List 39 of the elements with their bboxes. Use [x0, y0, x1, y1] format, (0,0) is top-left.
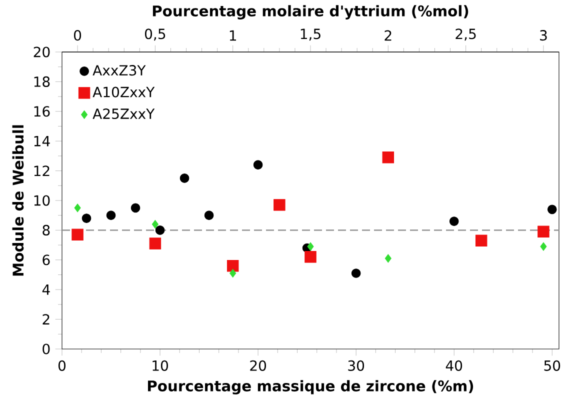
y-tick-label: 14 — [34, 136, 50, 146]
y-tick-label: 18 — [34, 76, 50, 87]
legend-label: AxxZ3Y — [92, 65, 146, 76]
y-tick-label: 4 — [42, 284, 50, 295]
x2-tick-label: 2,5 — [456, 28, 476, 41]
legend-label: A10ZxxY — [92, 86, 155, 98]
y-tick-label: 0 — [42, 344, 50, 354]
point — [106, 210, 116, 220]
x2-axis-title: Pourcentage molaire d'yttrium (%mol) — [152, 5, 468, 20]
x-tick-label: 40 — [446, 360, 462, 371]
y-axis-title: Module de Weibull — [12, 125, 24, 276]
x-tick-label: 20 — [250, 360, 266, 371]
x2-tick-label: 1 — [230, 30, 236, 41]
point — [130, 203, 140, 213]
y-tick-label: 10 — [34, 195, 50, 206]
point — [82, 214, 92, 223]
x-tick-label: 30 — [348, 360, 364, 371]
x-tick-label: 10 — [152, 360, 168, 371]
y-tick-label: 6 — [42, 254, 50, 266]
point — [155, 226, 165, 235]
x2-tick-label: 2 — [384, 30, 392, 41]
y-tick-label: 8 — [42, 224, 50, 236]
x2-tick-label: 0,5 — [144, 28, 166, 41]
point — [180, 174, 190, 183]
y-tick-label: 20 — [34, 46, 50, 58]
point — [351, 268, 361, 278]
y-tick-label: 12 — [34, 166, 50, 176]
x2-tick-label: 1,5 — [300, 28, 320, 41]
point — [253, 160, 263, 170]
point — [449, 216, 459, 226]
x-tick-label: 50 — [544, 360, 560, 371]
x-tick-label: 0 — [58, 360, 66, 371]
x2-tick-label: 3 — [540, 30, 547, 41]
x2-tick-label: 0 — [74, 30, 82, 41]
point — [204, 210, 214, 220]
legend-label: A25ZxxY — [92, 108, 155, 120]
y-tick-label: 2 — [42, 314, 50, 324]
x-axis-title: Pourcentage massique de zircone (%m) — [148, 380, 474, 394]
y-tick-label: 16 — [34, 106, 50, 117]
